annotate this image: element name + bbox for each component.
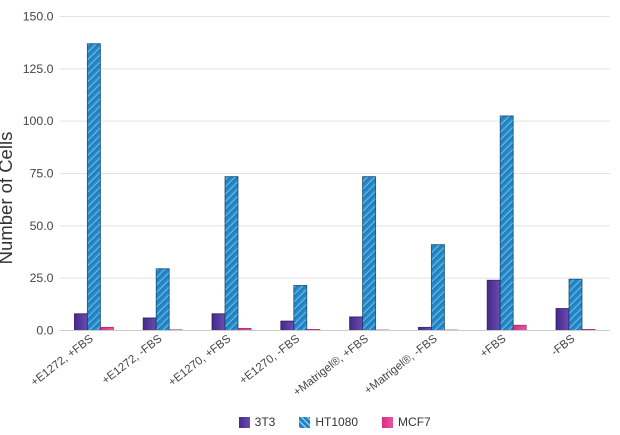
svg-text:+Matrigel®, -FBS: +Matrigel®, -FBS — [362, 333, 440, 397]
svg-text:-FBS: -FBS — [549, 333, 577, 359]
svg-text:+FBS: +FBS — [478, 333, 509, 361]
svg-text:0.0: 0.0 — [36, 324, 53, 338]
svg-text:100.0: 100.0 — [23, 114, 54, 128]
svg-text:25.0: 25.0 — [30, 271, 54, 285]
svg-text:+Matrigel®, +FBS: +Matrigel®, +FBS — [291, 333, 371, 399]
svg-text:+E1270, -FBS: +E1270, -FBS — [238, 333, 303, 387]
svg-text:150.0: 150.0 — [23, 10, 54, 24]
svg-text:50.0: 50.0 — [30, 219, 54, 233]
svg-text:+E1272, +FBS: +E1272, +FBS — [29, 333, 96, 389]
svg-text:+E1270, +FBS: +E1270, +FBS — [167, 333, 234, 389]
svg-text:+E1272, -FBS: +E1272, -FBS — [100, 333, 165, 387]
svg-text:Number of Cells: Number of Cells — [0, 132, 16, 265]
svg-text:125.0: 125.0 — [23, 62, 54, 76]
svg-text:75.0: 75.0 — [30, 167, 54, 181]
